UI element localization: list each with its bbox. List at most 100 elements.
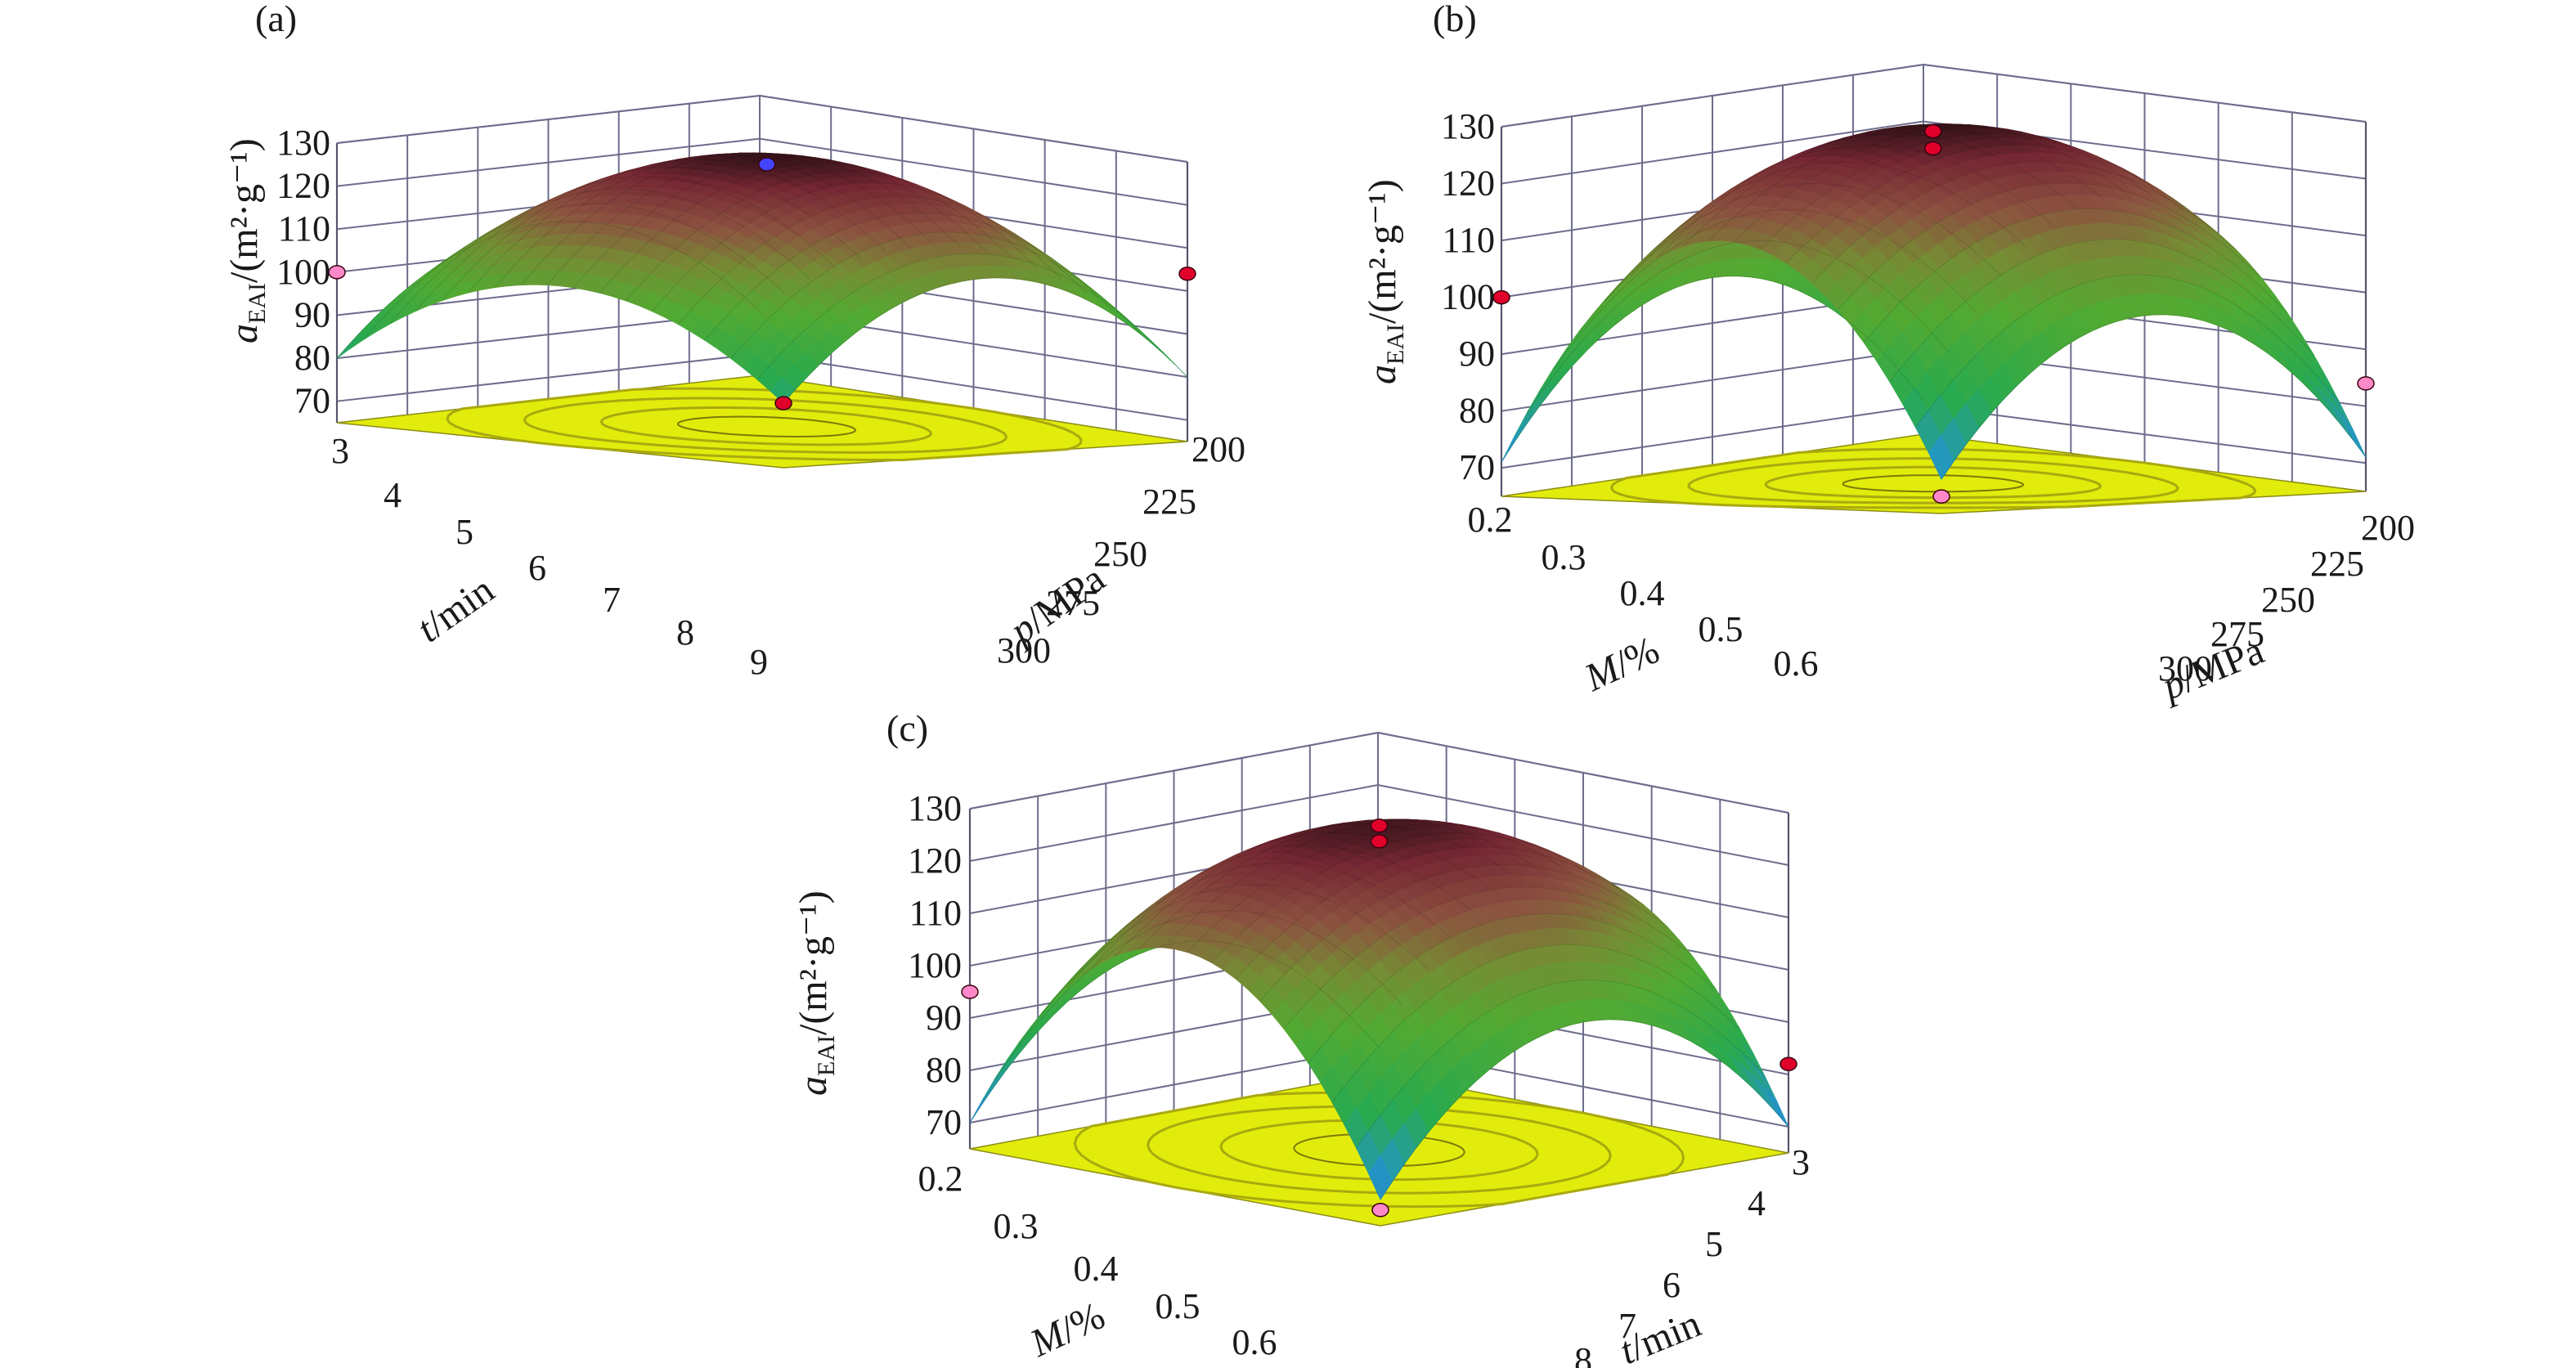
mesh-line bbox=[388, 188, 810, 325]
z-tick-label: 120 bbox=[276, 166, 330, 206]
contour-line bbox=[523, 397, 1008, 454]
contour-line bbox=[1764, 465, 2103, 500]
mesh-line bbox=[1356, 979, 1765, 1149]
design-point bbox=[774, 396, 792, 410]
z-tick-label: 90 bbox=[926, 998, 962, 1038]
mesh-line bbox=[1380, 1019, 1789, 1200]
mesh-line bbox=[1162, 819, 1572, 949]
x-tick-label: 9 bbox=[750, 642, 768, 682]
x-tick-label: 0.6 bbox=[1232, 1322, 1277, 1362]
response-surface bbox=[1501, 123, 2367, 481]
mesh-line bbox=[1501, 276, 1924, 463]
mesh-line bbox=[1527, 240, 1950, 413]
panel-label: (b) bbox=[1433, 0, 1477, 39]
y-tick-label: 275 bbox=[1046, 583, 1100, 623]
design-points bbox=[1492, 123, 2375, 504]
design-points bbox=[961, 818, 1797, 1218]
x-tick-label: 0.5 bbox=[1699, 609, 1744, 649]
z-tick-label: 100 bbox=[276, 252, 330, 292]
y-tick-label: 225 bbox=[1142, 482, 1196, 522]
mesh-line bbox=[1235, 846, 1645, 980]
mesh-line bbox=[625, 171, 1037, 302]
mesh-line bbox=[572, 156, 987, 289]
panel-a: (a)708090100110120130aEAI/(m²·g⁻¹)345678… bbox=[222, 0, 1245, 682]
panel-c: (c) 70 80 90 100 110 120 130 aEAI/(m²·g⁻¹) 0.2 0.3… bbox=[792, 707, 1810, 1368]
contour-line bbox=[1842, 474, 2025, 493]
design-point bbox=[1178, 267, 1196, 281]
x-tick-label: 0.6 bbox=[1774, 644, 1819, 684]
y-tick-label: 200 bbox=[1192, 429, 1245, 469]
contour-line bbox=[599, 406, 933, 446]
x-tick-label: 0.4 bbox=[1620, 573, 1665, 613]
mesh-line bbox=[678, 195, 1088, 325]
design-point bbox=[1370, 818, 1389, 833]
z-axis-label: aEAI/(m²·g⁻¹) bbox=[222, 138, 271, 343]
mesh-line bbox=[1138, 819, 1547, 949]
design-points bbox=[328, 157, 1196, 410]
mesh-line bbox=[1210, 832, 1620, 963]
floor-contours bbox=[1073, 1091, 1685, 1209]
y-tick-label: 200 bbox=[2361, 508, 2415, 548]
x-tick-label: 0.5 bbox=[1156, 1286, 1200, 1326]
mesh-line bbox=[652, 182, 1062, 312]
mesh-line bbox=[1734, 125, 2158, 243]
mesh-line bbox=[1578, 182, 2002, 332]
z-tick-label: 70 bbox=[1459, 447, 1495, 487]
mesh-line bbox=[1090, 832, 1499, 970]
surface-cell bbox=[1367, 1155, 1393, 1200]
mesh-line bbox=[1066, 845, 1475, 989]
mesh-line bbox=[783, 277, 1188, 404]
x-tick-label: 0.2 bbox=[1468, 500, 1513, 540]
mesh-line bbox=[1552, 209, 1976, 370]
mesh-line bbox=[1042, 862, 1451, 1014]
mesh-line bbox=[494, 155, 911, 289]
panel-label: (a) bbox=[255, 0, 297, 39]
mesh-line bbox=[704, 212, 1113, 341]
mesh-line bbox=[468, 159, 886, 294]
x-tick-label: 4 bbox=[384, 475, 402, 515]
mesh-line bbox=[1630, 145, 2054, 276]
x-tick-label: 3 bbox=[331, 431, 349, 471]
y-tick-label: 4 bbox=[1748, 1183, 1766, 1223]
z-axis: 70 80 90 100 110 120 130 aEAI/(m²·g⁻¹) bbox=[1361, 106, 1495, 487]
design-point bbox=[1371, 1203, 1389, 1218]
z-tick-label: 70 bbox=[926, 1102, 962, 1142]
y-tick-label: 6 bbox=[1663, 1265, 1681, 1305]
mesh-line bbox=[730, 231, 1138, 359]
mesh-line bbox=[969, 940, 1379, 1124]
y-tick-label: 8 bbox=[1574, 1340, 1592, 1368]
z-tick-label: 70 bbox=[294, 381, 330, 421]
mesh-line bbox=[1708, 123, 2132, 241]
design-point bbox=[1492, 289, 1510, 305]
design-point bbox=[1932, 489, 1950, 504]
design-point bbox=[1924, 141, 1942, 156]
design-point bbox=[961, 985, 979, 999]
z-tick-label: 110 bbox=[278, 209, 330, 249]
design-point bbox=[1779, 1056, 1797, 1071]
x-tick-label: 0.2 bbox=[918, 1159, 963, 1199]
y-tick-label: 7 bbox=[1618, 1306, 1636, 1346]
z-tick-label: 80 bbox=[294, 338, 330, 378]
response-surface bbox=[336, 152, 1188, 404]
mesh-line bbox=[1941, 314, 2367, 480]
mesh-line bbox=[442, 166, 861, 302]
mesh-line bbox=[1331, 944, 1741, 1103]
mesh-line bbox=[1914, 274, 2340, 428]
mesh-line bbox=[1682, 125, 2107, 247]
mesh-line bbox=[1114, 823, 1524, 957]
floor-contours bbox=[446, 387, 1083, 461]
x-tick-label: 6 bbox=[528, 548, 546, 588]
contour-line bbox=[1687, 457, 2179, 505]
z-tick-label: 120 bbox=[1441, 164, 1495, 204]
mesh-line bbox=[599, 162, 1012, 294]
contour-line bbox=[1147, 1105, 1612, 1195]
response-surface bbox=[969, 819, 1789, 1200]
mesh-line bbox=[415, 176, 836, 312]
x-tick-label: 0.3 bbox=[994, 1206, 1039, 1246]
mesh-line bbox=[520, 152, 936, 285]
mesh-line bbox=[756, 253, 1163, 380]
contour-line bbox=[1073, 1091, 1685, 1209]
mesh-line bbox=[1838, 182, 2263, 310]
z-tick-label: 130 bbox=[1441, 106, 1495, 146]
